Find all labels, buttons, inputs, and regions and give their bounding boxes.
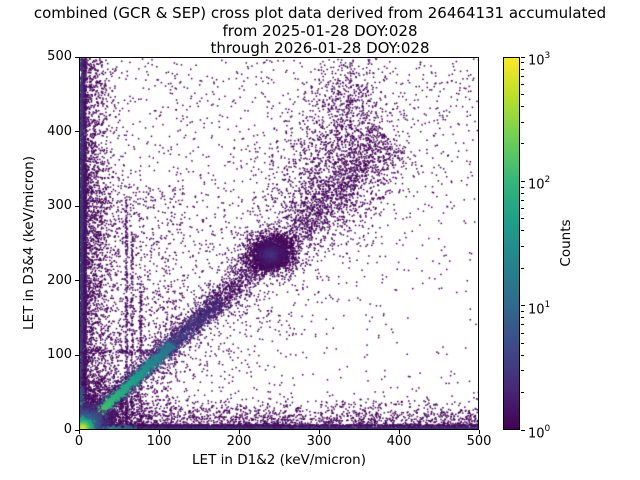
colorbar-minor-tick bbox=[521, 392, 524, 394]
chart-title-line-3: through 2026-01-28 DOY:028 bbox=[210, 39, 430, 57]
colorbar-minor-tick bbox=[521, 192, 524, 194]
colorbar-minor-tick bbox=[521, 208, 524, 210]
y-axis-label: LET in D3&4 (keV/micron) bbox=[21, 156, 37, 330]
colorbar-tick-label: 101 bbox=[528, 299, 551, 317]
colorbar-minor-tick bbox=[521, 354, 524, 356]
colorbar-minor-tick bbox=[521, 332, 524, 334]
x-tick-label: 0 bbox=[74, 434, 84, 449]
colorbar-minor-tick bbox=[521, 75, 524, 77]
colorbar-minor-tick bbox=[521, 324, 524, 326]
y-tick-mark bbox=[75, 280, 79, 282]
colorbar-minor-tick bbox=[521, 143, 524, 145]
colorbar-major-tick bbox=[521, 56, 525, 58]
y-tick-mark bbox=[75, 429, 79, 431]
x-tick-label: 500 bbox=[466, 434, 492, 449]
colorbar bbox=[503, 57, 520, 430]
colorbar-minor-tick bbox=[521, 267, 524, 269]
chart-title-line-1: combined (GCR & SEP) cross plot data der… bbox=[33, 4, 607, 22]
x-tick-label: 300 bbox=[306, 434, 332, 449]
plot-area bbox=[79, 57, 479, 430]
colorbar-tick-label: 100 bbox=[528, 424, 551, 442]
y-tick-mark bbox=[75, 354, 79, 356]
colorbar-minor-tick bbox=[521, 245, 524, 247]
colorbar-minor-tick bbox=[521, 105, 524, 107]
colorbar-tick-label: 102 bbox=[528, 175, 551, 193]
x-tick-label: 400 bbox=[386, 434, 412, 449]
colorbar-minor-tick bbox=[521, 370, 524, 372]
x-axis-label: LET in D1&2 (keV/micron) bbox=[192, 452, 366, 468]
x-tick-mark bbox=[158, 430, 160, 434]
chart-title-line-2: from 2025-01-28 DOY:028 bbox=[222, 21, 418, 40]
colorbar-major-tick bbox=[521, 429, 525, 431]
y-tick-label: 300 bbox=[47, 198, 72, 214]
chart-title: combined (GCR & SEP) cross plot data der… bbox=[0, 4, 640, 58]
x-tick-mark bbox=[238, 430, 240, 434]
colorbar-minor-tick bbox=[521, 200, 524, 202]
colorbar-minor-tick bbox=[521, 317, 524, 319]
x-tick-mark bbox=[78, 430, 80, 434]
y-tick-mark bbox=[75, 131, 79, 133]
colorbar-minor-tick bbox=[521, 218, 524, 220]
x-tick-mark bbox=[398, 430, 400, 434]
y-tick-label: 500 bbox=[47, 49, 72, 64]
colorbar-tick-label: 103 bbox=[528, 51, 551, 69]
scatter-canvas bbox=[80, 58, 478, 429]
x-tick-label: 100 bbox=[146, 434, 172, 449]
y-tick-mark bbox=[75, 56, 79, 58]
colorbar-minor-tick bbox=[521, 68, 524, 70]
colorbar-minor-tick bbox=[521, 84, 524, 86]
colorbar-minor-tick bbox=[521, 342, 524, 344]
y-tick-label: 100 bbox=[47, 347, 72, 363]
x-tick-label: 200 bbox=[226, 434, 252, 449]
colorbar-major-tick bbox=[521, 180, 525, 182]
x-tick-mark bbox=[478, 430, 480, 434]
y-tick-label: 0 bbox=[63, 422, 72, 437]
colorbar-label: Counts bbox=[558, 219, 574, 267]
colorbar-minor-tick bbox=[521, 310, 524, 312]
y-tick-mark bbox=[75, 205, 79, 207]
colorbar-minor-tick bbox=[521, 230, 524, 232]
colorbar-minor-tick bbox=[521, 62, 524, 64]
colorbar-minor-tick bbox=[521, 121, 524, 123]
colorbar-minor-tick bbox=[521, 186, 524, 188]
y-tick-label: 200 bbox=[47, 272, 72, 288]
colorbar-major-tick bbox=[521, 305, 525, 307]
x-tick-mark bbox=[318, 430, 320, 434]
colorbar-minor-tick bbox=[521, 93, 524, 95]
y-tick-label: 400 bbox=[47, 123, 72, 139]
